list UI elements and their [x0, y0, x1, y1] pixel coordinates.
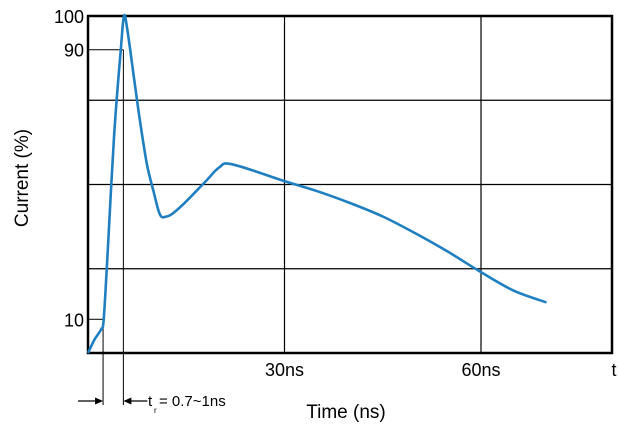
y-axis-label: Current (%) — [12, 129, 33, 227]
y-tick-label: 100 — [54, 7, 84, 27]
x-axis-end-label: t — [611, 360, 616, 380]
plot-frame — [86, 14, 614, 355]
rise-time-value: = 0.7~1ns — [159, 393, 226, 410]
x-tick-label: 60ns — [461, 360, 500, 380]
rise-time-subscript: r — [154, 406, 157, 415]
series-layer — [86, 13, 547, 354]
rise-arrowhead-left — [95, 397, 104, 405]
y-tick-labels: 100 90 10 — [54, 7, 84, 330]
grid-lines — [88, 16, 612, 353]
x-tick-label: 30ns — [265, 360, 304, 380]
y-tick-label: 90 — [64, 41, 84, 61]
y-tick-label: 10 — [64, 310, 84, 330]
level-reference-lines — [88, 49, 124, 405]
rise-time-symbol: t — [148, 393, 153, 410]
rise-time-annotation: tr= 0.7~1ns — [78, 393, 226, 415]
rise-arrowhead-right — [123, 397, 132, 405]
current-series-line — [86, 13, 547, 354]
x-tick-labels: 30ns 60ns — [265, 360, 501, 380]
x-axis-label: Time (ns) — [306, 402, 386, 423]
